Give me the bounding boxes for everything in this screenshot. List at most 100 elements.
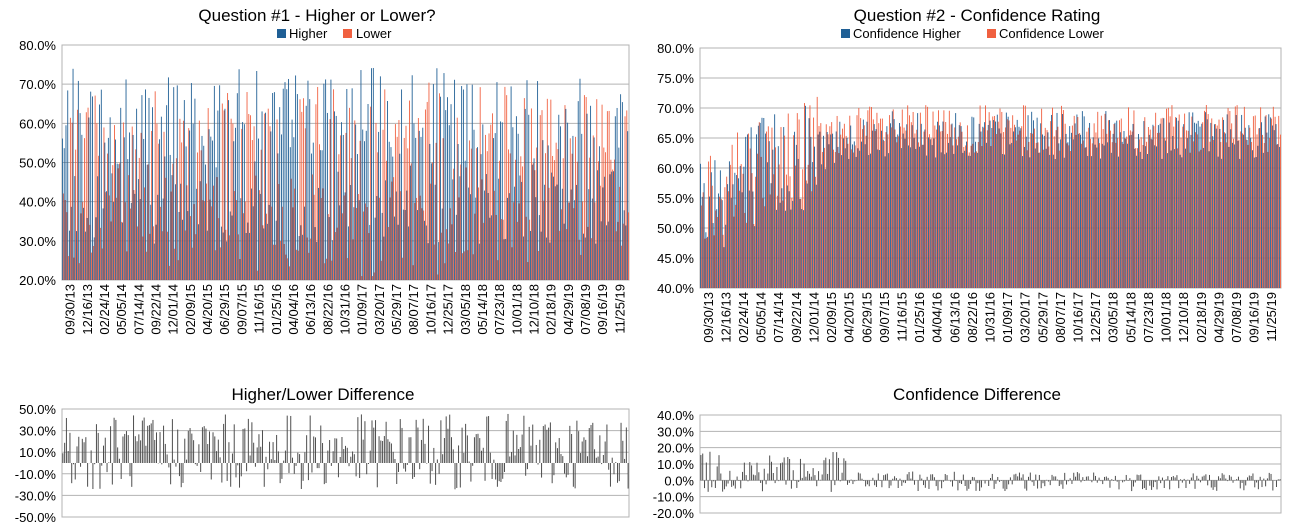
q2-bar-lower bbox=[775, 147, 777, 288]
q1-bar-lower bbox=[432, 162, 433, 280]
q2-bar-higher bbox=[745, 136, 747, 288]
q2-bar-higher bbox=[962, 152, 964, 288]
q1-bar-higher bbox=[286, 89, 288, 280]
q2-bar-lower bbox=[952, 145, 954, 288]
q2-bar-higher bbox=[1186, 138, 1188, 288]
q2-bar-lower bbox=[990, 146, 992, 288]
q1-bar-lower bbox=[326, 258, 327, 280]
q2-bar-lower bbox=[1236, 105, 1238, 289]
q1-bar-higher bbox=[417, 210, 418, 280]
q2-bar-lower bbox=[914, 133, 916, 288]
q2-bar-higher bbox=[1092, 137, 1094, 288]
q2-bar-higher bbox=[806, 183, 808, 288]
q1-bar-higher bbox=[344, 192, 346, 280]
q2-bar-higher bbox=[1271, 125, 1273, 288]
q1-bar-lower bbox=[140, 132, 142, 280]
q2-bar-lower bbox=[867, 110, 869, 288]
q1-bar-lower bbox=[596, 99, 598, 280]
q1-bar-lower bbox=[147, 164, 149, 280]
q2-bar-higher bbox=[1080, 134, 1081, 288]
q2-bar-lower bbox=[766, 131, 767, 288]
q1-bar-lower bbox=[345, 132, 347, 280]
q1-bar-lower bbox=[424, 109, 426, 281]
q2-bar-lower bbox=[1068, 145, 1070, 288]
q1-bar-higher bbox=[312, 142, 314, 280]
q2-bar-lower bbox=[898, 136, 900, 288]
q2-bar-lower bbox=[894, 129, 896, 288]
q1-bar-higher bbox=[213, 85, 215, 280]
q1-legend-higher: Higher bbox=[289, 26, 328, 41]
q2-bar-lower bbox=[713, 235, 715, 288]
q2-bar-higher bbox=[880, 130, 882, 288]
q1-bar-higher bbox=[455, 214, 457, 280]
q1-bar-lower bbox=[292, 207, 294, 280]
q2-xtick-label: 04/20/15 bbox=[842, 292, 857, 343]
q2-bar-higher bbox=[1156, 146, 1158, 288]
q1-bar-lower bbox=[144, 187, 146, 280]
q2-bar-higher bbox=[839, 121, 841, 288]
q1-bar-higher bbox=[88, 117, 90, 280]
q1-bar-higher bbox=[383, 236, 385, 280]
q2-bar-lower bbox=[921, 144, 923, 288]
q2-bar-higher bbox=[761, 117, 763, 288]
q1-bar-higher bbox=[145, 89, 146, 280]
q1-bar-higher bbox=[328, 217, 330, 280]
q1-bar-higher bbox=[215, 167, 217, 280]
q2-bar-lower bbox=[836, 115, 838, 289]
q2-bar-lower bbox=[905, 130, 907, 288]
q2-bar-lower bbox=[1238, 139, 1240, 288]
q2-bar-higher bbox=[1123, 131, 1125, 288]
q1-bar-lower bbox=[241, 128, 243, 280]
q2-bar-higher bbox=[975, 141, 977, 288]
q2-bar-higher bbox=[1139, 151, 1141, 288]
q1-xtick-label: 04/29/19 bbox=[561, 284, 576, 335]
q2-bar-higher bbox=[750, 127, 752, 289]
q1-bar-higher bbox=[113, 201, 115, 280]
q2-bar-higher bbox=[721, 200, 723, 288]
q1-bar-lower bbox=[149, 233, 151, 280]
q1-xtick-label: 05/29/17 bbox=[389, 284, 404, 335]
q2-bar-higher bbox=[774, 114, 776, 288]
q1-bar-lower bbox=[356, 207, 357, 280]
q1-bar-lower bbox=[308, 252, 310, 280]
q2-bar-higher bbox=[1226, 114, 1228, 289]
q1-ytick-label: 30.0% bbox=[19, 234, 56, 249]
q1-bar-higher bbox=[254, 161, 256, 280]
q1-bar-higher bbox=[358, 200, 360, 280]
q2-bar-higher bbox=[1016, 119, 1018, 288]
q2-bar-lower bbox=[1062, 110, 1064, 289]
q1-bar-higher bbox=[507, 197, 509, 280]
q1-bar-higher bbox=[141, 95, 143, 280]
q1-bar-lower bbox=[361, 276, 363, 280]
q1-bar-lower bbox=[481, 179, 483, 280]
q1-bar-lower bbox=[622, 223, 624, 280]
q2-bar-higher bbox=[1275, 124, 1277, 288]
q2-bar-lower bbox=[992, 116, 994, 288]
q1-bar-lower bbox=[497, 260, 499, 280]
q2-bar-higher bbox=[859, 150, 861, 288]
q1-bar-higher bbox=[97, 176, 99, 280]
q2-bar-lower bbox=[880, 118, 881, 289]
q2-bar-lower bbox=[1242, 133, 1243, 288]
q1-bar-lower bbox=[456, 117, 458, 281]
q1-bar-lower bbox=[605, 152, 607, 280]
q1-bar-higher bbox=[296, 94, 298, 280]
q2-bar-lower bbox=[900, 126, 901, 288]
q1-bar-lower bbox=[94, 95, 96, 280]
q1-bar-higher bbox=[390, 147, 392, 280]
q2-bar-lower bbox=[1155, 112, 1157, 288]
q2-bar-higher bbox=[1262, 152, 1264, 288]
q1-bar-higher bbox=[137, 179, 139, 280]
q1-bar-higher bbox=[233, 141, 235, 280]
q1-bar-lower bbox=[324, 263, 326, 280]
q1-bar-lower bbox=[338, 154, 340, 280]
q2-bar-lower bbox=[1271, 118, 1272, 288]
q2-bar-lower bbox=[1160, 118, 1162, 288]
q1-xtick-label: 01/25/16 bbox=[269, 284, 284, 335]
q2-bar-higher bbox=[1201, 123, 1203, 288]
q1-bar-lower bbox=[133, 190, 135, 280]
d2-ytick-label: -10.0% bbox=[653, 490, 695, 505]
q1-bar-lower bbox=[276, 119, 278, 280]
q2-bar-higher bbox=[1072, 139, 1074, 288]
q2-bar-lower bbox=[1106, 133, 1108, 288]
